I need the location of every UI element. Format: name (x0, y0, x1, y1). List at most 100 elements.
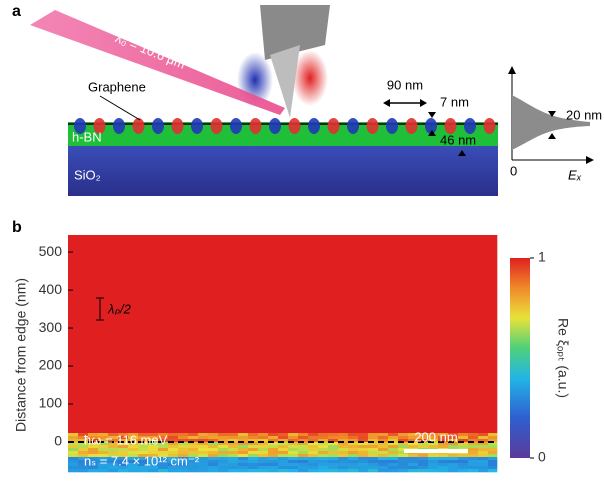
heat-cell (238, 382, 249, 386)
heat-cell (298, 319, 309, 323)
heat-cell (468, 256, 479, 260)
heat-cell (218, 439, 229, 443)
heat-cell (118, 289, 129, 293)
heat-cell (398, 439, 409, 443)
heat-cell (318, 367, 329, 371)
heat-cell (428, 454, 439, 458)
heat-cell (418, 307, 429, 311)
heat-cell (138, 382, 149, 386)
heat-cell (258, 361, 269, 365)
heat-cell (108, 301, 119, 305)
heat-cell (338, 256, 349, 260)
heat-cell (378, 298, 389, 302)
heat-cell (348, 247, 359, 251)
heat-cell (418, 295, 429, 299)
heat-cell (328, 388, 339, 392)
heat-cell (168, 370, 179, 374)
heat-cell (478, 463, 489, 467)
heat-cell (368, 283, 379, 287)
heat-cell (98, 310, 109, 314)
heat-cell (438, 241, 449, 245)
heat-cell (388, 325, 399, 329)
heat-cell (248, 430, 259, 434)
heat-cell (248, 349, 259, 353)
heat-cell (378, 445, 389, 449)
heat-cell (158, 448, 169, 452)
heat-cell (308, 331, 319, 335)
heat-cell (178, 310, 189, 314)
heat-cell (268, 403, 279, 407)
heat-cell (478, 337, 489, 341)
heat-cell (318, 436, 329, 440)
heat-cell (318, 382, 329, 386)
heat-cell (78, 394, 89, 398)
heat-cell (358, 328, 369, 332)
heat-cell (248, 331, 259, 335)
heat-cell (238, 433, 249, 437)
heat-cell (338, 436, 349, 440)
heat-cell (408, 310, 419, 314)
heat-cell (438, 346, 449, 350)
heat-cell (268, 388, 279, 392)
heat-cell (298, 343, 309, 347)
heat-cell (128, 391, 139, 395)
heat-cell (258, 370, 269, 374)
heat-cell (198, 442, 209, 446)
heat-cell (218, 370, 229, 374)
heat-cell (368, 457, 379, 461)
heat-cell (198, 457, 209, 461)
heat-cell (228, 301, 239, 305)
heat-cell (408, 409, 419, 413)
heat-cell (148, 436, 159, 440)
hbn-label: h-BN (72, 129, 102, 144)
heat-cell (338, 463, 349, 467)
heat-cell (68, 256, 79, 260)
heat-cell (88, 319, 99, 323)
heat-cell (388, 397, 399, 401)
heat-cell (78, 451, 89, 455)
heat-cell (348, 352, 359, 356)
heat-cell (298, 298, 309, 302)
heat-cell (148, 442, 159, 446)
heat-cell (68, 319, 79, 323)
heat-cell (248, 439, 259, 443)
heat-cell (468, 364, 479, 368)
heat-cell (98, 463, 109, 467)
heat-cell (88, 409, 99, 413)
heat-cell (308, 325, 319, 329)
heat-cell (488, 286, 498, 290)
heat-cell (168, 394, 179, 398)
heat-cell (198, 262, 209, 266)
heat-cell (458, 355, 469, 359)
heat-cell (278, 406, 289, 410)
heat-cell (138, 289, 149, 293)
heat-cell (148, 268, 159, 272)
heat-cell (408, 283, 419, 287)
heat-cell (338, 349, 349, 353)
heat-cell (278, 250, 289, 254)
heat-cell (468, 247, 479, 251)
heat-cell (138, 331, 149, 335)
laser-beam (30, 10, 285, 115)
heat-cell (248, 250, 259, 254)
heat-cell (208, 247, 219, 251)
heat-cell (178, 340, 189, 344)
heat-cell (298, 388, 309, 392)
heat-cell (368, 244, 379, 248)
heat-cell (338, 370, 349, 374)
heat-cell (478, 310, 489, 314)
heat-cell (218, 364, 229, 368)
heat-cell (308, 406, 319, 410)
heat-cell (378, 454, 389, 458)
heat-cell (78, 460, 89, 464)
heat-cell (138, 370, 149, 374)
heat-cell (478, 436, 489, 440)
heat-cell (278, 418, 289, 422)
heat-cell (358, 466, 369, 470)
heat-cell (488, 274, 498, 278)
heat-cell (148, 439, 159, 443)
heat-cell (328, 352, 339, 356)
heat-cell (418, 337, 429, 341)
heat-cell (158, 388, 169, 392)
heat-cell (78, 331, 89, 335)
